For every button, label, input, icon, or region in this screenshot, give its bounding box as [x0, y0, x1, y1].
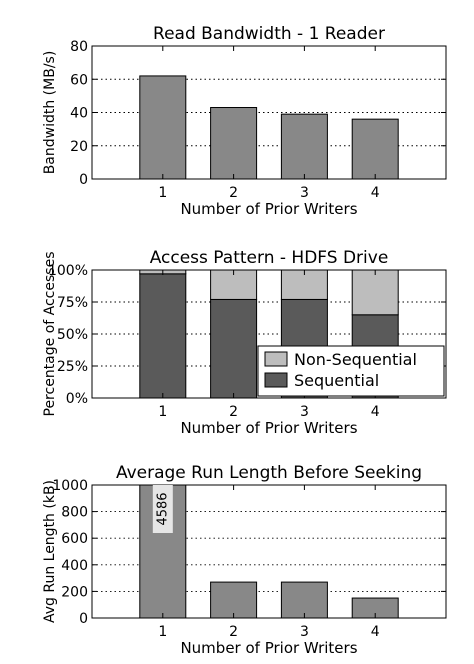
bar-1	[139, 75, 187, 180]
x-axis-label: Number of Prior Writers	[180, 639, 357, 657]
y-tick-label: 1000	[52, 478, 88, 494]
bar-2	[210, 581, 258, 619]
legend: Non-Sequential Sequential	[257, 345, 445, 397]
y-tick-label: 600	[61, 531, 88, 547]
bar-4	[351, 118, 399, 180]
y-axis-label: Percentage of Accesses	[42, 252, 58, 417]
x-tick-label: 3	[300, 624, 309, 640]
x-tick-label: 4	[371, 624, 380, 640]
chart-title: Average Run Length Before Seeking	[116, 463, 422, 483]
bar-2	[210, 107, 258, 180]
legend-label: Non-Sequential	[294, 350, 417, 369]
y-tick-label: 40	[70, 106, 88, 122]
axes-frame	[91, 484, 447, 619]
x-tick-label: 1	[158, 624, 167, 640]
legend-label: Sequential	[294, 371, 379, 390]
x-tick-label: 3	[300, 185, 309, 201]
legend-swatch-non-sequential	[264, 351, 288, 367]
y-tick-label: 0%	[66, 391, 88, 407]
bar-sequential-2	[210, 298, 258, 399]
y-axis-label: Bandwidth (MB/s)	[42, 51, 58, 175]
y-tick-label: 800	[61, 505, 88, 521]
bar-3	[280, 581, 328, 619]
annotation-box	[152, 485, 173, 533]
y-tick-label: 200	[61, 584, 88, 600]
y-tick-label: 20	[70, 139, 88, 155]
y-tick-label: 80	[70, 39, 88, 55]
legend-box	[257, 345, 445, 397]
x-tick-label: 2	[229, 404, 238, 420]
x-tick-label: 4	[371, 185, 380, 201]
bar-3	[280, 113, 328, 180]
bar-non-sequential-4	[351, 269, 399, 316]
y-tick-label: 50%	[57, 327, 88, 343]
y-tick-label: 60	[70, 72, 88, 88]
x-tick-label: 1	[158, 185, 167, 201]
y-tick-label: 400	[61, 558, 88, 574]
chart-title: Read Bandwidth - 1 Reader	[153, 24, 385, 44]
y-tick-label: 0	[79, 172, 88, 188]
x-axis-label: Number of Prior Writers	[180, 419, 357, 437]
x-tick-label: 4	[371, 404, 380, 420]
x-tick-label: 1	[158, 404, 167, 420]
x-tick-label: 2	[229, 624, 238, 640]
chart-panel-1: 0 20 40 60 80 1 2 3 4 Read Bandwidth - 1 Reader Nu…	[42, 24, 447, 218]
y-axis-label: Avg Run Length (kB)	[42, 480, 58, 623]
x-axis-label: Number of Prior Writers	[180, 200, 357, 218]
chart-title: Access Pattern - HDFS Drive	[150, 248, 389, 268]
x-tick-label: 3	[300, 404, 309, 420]
chart-panel-3: 0 200 400 600 800 1000 1 2 3 4 Average Run Length …	[42, 463, 447, 657]
y-tick-label: 75%	[57, 295, 88, 311]
legend-swatch-sequential	[264, 372, 288, 388]
chart-panel-2: 0% 25% 50% 75% 100% 1 2 3 4 Access Pattern - HDFS…	[42, 248, 447, 437]
value-annotation: 4586	[155, 492, 170, 525]
bar-sequential-1	[139, 273, 187, 399]
y-tick-label: 25%	[57, 359, 88, 375]
x-tick-label: 2	[229, 185, 238, 201]
y-tick-label: 0	[79, 611, 88, 627]
y-tick-label: 100%	[48, 263, 88, 279]
